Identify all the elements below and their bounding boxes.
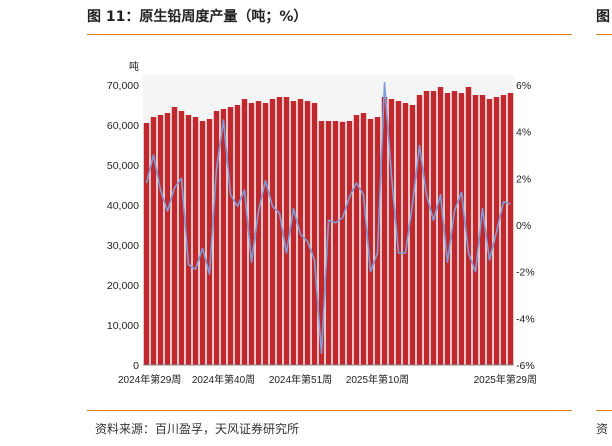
x-tick-label: 2025年第10周 [346,373,409,386]
left-tick-label: 0 [133,360,139,372]
bar-48 [479,95,486,365]
bar-5 [178,111,185,365]
bar-30 [353,115,360,365]
bar-31 [360,113,367,365]
bar-17 [262,103,269,365]
bar-27 [332,121,339,365]
right-tick-label: 4% [516,127,531,139]
right-tick-label: -2% [516,267,535,279]
left-tick-label: 40,000 [107,200,139,212]
bar-3 [164,113,171,365]
bar-19 [276,97,283,365]
bar-43 [444,93,451,365]
bar-12 [227,107,234,365]
x-tick-label: 2025年第29周 [474,373,537,386]
axes: 吨 0 10,000 20,000 30,000 40,000 50,000 60,000 70… [107,60,537,386]
right-tick-label: 6% [516,80,531,92]
bar-15 [248,103,255,365]
adjacent-source-fragment: 资 [596,422,609,436]
bar-41 [430,91,437,365]
bar-9 [206,119,213,365]
bar-8 [199,121,206,365]
bar-10 [213,111,220,365]
bar-38 [409,105,416,365]
right-tick-label: -6% [516,360,535,372]
line-series [145,81,511,355]
left-tick-label: 70,000 [107,80,139,92]
bar-46 [465,87,472,365]
right-tick-label: 2% [516,173,531,185]
bar-14 [241,99,248,365]
bar-1 [150,117,157,365]
bar-37 [402,103,409,365]
left-axis-unit: 吨 [129,60,139,73]
source-divider [87,410,572,411]
bar-13 [234,105,241,365]
bar-2 [157,115,164,365]
source-note: 资料来源：百川盈孚，天风证券研究所 [95,422,300,436]
bar-21 [290,101,297,365]
left-tick-label: 30,000 [107,240,139,252]
bar-25 [318,121,325,365]
bar-51 [500,95,507,365]
bar-23 [304,101,311,365]
adjacent-figure-title-fragment: 图 [596,9,610,25]
bar-16 [255,101,262,365]
left-tick-label: 20,000 [107,280,139,292]
bar-45 [458,93,465,365]
bar-42 [437,87,444,365]
bar-47 [472,95,479,365]
bar-4 [171,107,178,365]
x-tick-label: 2024年第29周 [118,373,181,386]
bar-26 [325,121,332,365]
bar-52 [507,93,514,365]
right-tick-label: 0% [516,220,531,232]
left-tick-label: 50,000 [107,160,139,172]
title-divider [87,34,572,35]
bar-6 [185,115,192,365]
bar-40 [423,91,430,365]
bar-24 [311,103,318,365]
bar-36 [395,101,402,365]
figure-title: 图 11：原生铅周度产量（吨；%） [87,9,308,25]
bar-35 [388,99,395,365]
bar-49 [486,99,493,365]
x-tick-label: 2024年第40周 [192,373,255,386]
bar-series [143,87,514,365]
bar-18 [269,99,276,365]
bar-29 [346,121,353,365]
bar-44 [451,91,458,365]
adjacent-source-divider [596,410,612,411]
bar-34 [381,97,388,365]
adjacent-title-divider [596,34,612,35]
bar-7 [192,117,199,365]
right-tick-label: -4% [516,313,535,325]
bar-0 [143,123,150,365]
bar-28 [339,121,346,365]
x-tick-label: 2024年第51周 [269,373,332,386]
left-tick-label: 60,000 [107,120,139,132]
pct-change-line [145,81,511,355]
left-tick-label: 10,000 [107,320,139,332]
bar-11 [220,109,227,365]
bar-32 [367,119,374,365]
bar-20 [283,97,290,365]
bar-39 [416,95,423,365]
